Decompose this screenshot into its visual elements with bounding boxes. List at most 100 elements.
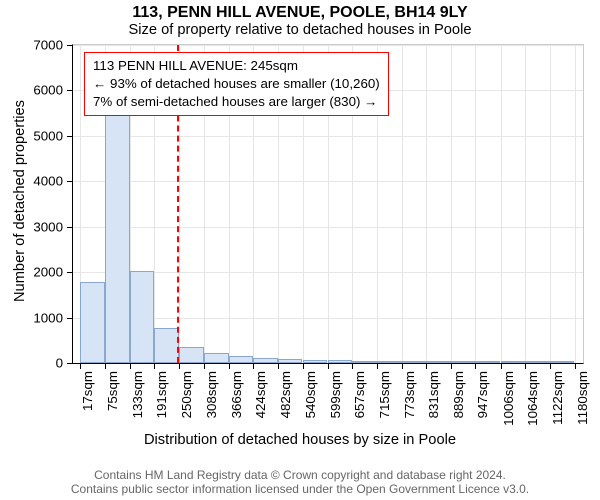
gridline-vertical xyxy=(475,45,476,363)
footer-line-1: Contains HM Land Registry data © Crown c… xyxy=(0,468,600,482)
x-tick xyxy=(278,363,279,369)
y-tick-label: 7000 xyxy=(33,38,63,53)
histogram-bar xyxy=(377,361,402,363)
x-tick-label: 1006sqm xyxy=(501,371,516,426)
histogram-bar xyxy=(402,361,427,363)
x-tick-label: 191sqm xyxy=(154,371,169,418)
x-tick xyxy=(525,363,526,369)
gridline-vertical xyxy=(426,45,427,363)
x-tick-label: 1180sqm xyxy=(575,371,590,425)
gridline-vertical xyxy=(501,45,502,363)
histogram-bar xyxy=(525,361,550,363)
x-tick xyxy=(377,363,378,369)
y-tick xyxy=(67,363,73,364)
gridline-vertical xyxy=(402,45,403,363)
histogram-bar xyxy=(179,347,204,363)
x-tick-label: 1064sqm xyxy=(525,371,540,426)
histogram-bar xyxy=(154,328,179,363)
histogram-bar xyxy=(501,361,526,363)
x-tick xyxy=(352,363,353,369)
histogram-bar xyxy=(475,361,500,363)
x-tick xyxy=(130,363,131,369)
x-tick-label: 1122sqm xyxy=(550,371,565,425)
x-tick xyxy=(229,363,230,369)
histogram-bar xyxy=(229,356,254,363)
x-tick-label: 540sqm xyxy=(303,371,318,418)
x-tick-label: 308sqm xyxy=(204,371,219,418)
x-axis-label: Distribution of detached houses by size … xyxy=(0,432,600,448)
x-tick xyxy=(426,363,427,369)
gridline-horizontal xyxy=(73,136,583,137)
y-tick xyxy=(67,181,73,182)
y-tick xyxy=(67,45,73,46)
gridline-vertical xyxy=(525,45,526,363)
y-tick xyxy=(67,272,73,273)
histogram-bar xyxy=(451,361,476,363)
x-tick xyxy=(303,363,304,369)
x-tick-label: 657sqm xyxy=(352,371,367,418)
chart-container: { "chart": { "type": "histogram", "title… xyxy=(0,0,600,500)
legend-box: 113 PENN HILL AVENUE: 245sqm ← 93% of de… xyxy=(84,52,389,116)
chart-subtitle: Size of property relative to detached ho… xyxy=(0,22,600,38)
x-tick-label: 424sqm xyxy=(253,371,268,418)
x-tick-label: 250sqm xyxy=(179,371,194,418)
x-tick-label: 75sqm xyxy=(105,371,120,411)
histogram-bar xyxy=(303,360,328,363)
footer-line-2: Contains public sector information licen… xyxy=(0,482,600,496)
x-tick-label: 773sqm xyxy=(402,371,417,418)
x-tick xyxy=(575,363,576,369)
chart-title: 113, PENN HILL AVENUE, POOLE, BH14 9LY xyxy=(0,4,600,22)
y-tick xyxy=(67,90,73,91)
y-tick-label: 1000 xyxy=(33,310,63,325)
histogram-bar xyxy=(328,360,353,363)
x-tick-label: 715sqm xyxy=(377,371,392,418)
histogram-bar xyxy=(278,359,303,363)
x-tick xyxy=(154,363,155,369)
x-tick-label: 889sqm xyxy=(451,371,466,418)
x-tick xyxy=(451,363,452,369)
legend-line-3: 7% of semi-detached houses are larger (8… xyxy=(93,93,380,111)
gridline-vertical xyxy=(451,45,452,363)
legend-line-1: 113 PENN HILL AVENUE: 245sqm xyxy=(93,57,380,75)
y-tick-label: 3000 xyxy=(33,219,63,234)
x-tick xyxy=(550,363,551,369)
x-tick xyxy=(402,363,403,369)
y-tick xyxy=(67,227,73,228)
histogram-bar xyxy=(204,353,229,363)
x-tick-label: 133sqm xyxy=(130,371,145,418)
y-tick xyxy=(67,136,73,137)
y-tick-label: 2000 xyxy=(33,265,63,280)
histogram-bar xyxy=(80,282,105,363)
x-tick xyxy=(328,363,329,369)
x-tick-label: 947sqm xyxy=(475,371,490,418)
x-tick-label: 482sqm xyxy=(278,371,293,418)
footer: Contains HM Land Registry data © Crown c… xyxy=(0,468,600,496)
gridline-vertical xyxy=(550,45,551,363)
x-tick xyxy=(204,363,205,369)
y-tick-label: 6000 xyxy=(33,83,63,98)
y-tick-label: 0 xyxy=(56,356,63,371)
gridline-horizontal xyxy=(73,45,583,46)
histogram-bar xyxy=(253,358,278,363)
gridline-horizontal xyxy=(73,227,583,228)
histogram-bar xyxy=(130,271,155,363)
histogram-bar xyxy=(352,361,377,363)
x-tick-label: 831sqm xyxy=(426,371,441,418)
x-tick xyxy=(80,363,81,369)
histogram-bar xyxy=(426,361,451,363)
x-tick xyxy=(501,363,502,369)
x-tick-label: 599sqm xyxy=(328,371,343,418)
x-tick xyxy=(179,363,180,369)
x-tick-label: 17sqm xyxy=(80,371,95,411)
x-tick-label: 366sqm xyxy=(229,371,244,418)
legend-line-2: ← 93% of detached houses are smaller (10… xyxy=(93,75,380,93)
gridline-horizontal xyxy=(73,181,583,182)
x-tick xyxy=(105,363,106,369)
y-tick-label: 5000 xyxy=(33,128,63,143)
y-tick xyxy=(67,318,73,319)
histogram-bar xyxy=(105,103,130,363)
x-tick xyxy=(475,363,476,369)
x-tick xyxy=(253,363,254,369)
y-axis-label: Number of detached properties xyxy=(12,81,28,321)
gridline-vertical xyxy=(575,45,576,363)
